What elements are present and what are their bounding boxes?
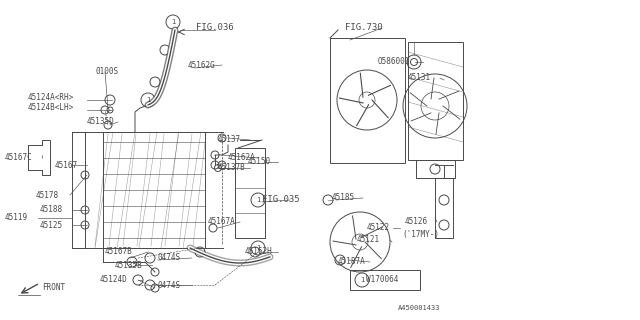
Bar	[408, 42, 463, 160]
Text: 45178: 45178	[36, 190, 59, 199]
Text: FRONT: FRONT	[42, 283, 65, 292]
Text: 1: 1	[256, 245, 260, 251]
Text: 45131: 45131	[408, 74, 431, 83]
Text: 1: 1	[146, 97, 150, 103]
Text: 45167B: 45167B	[105, 247, 132, 257]
Text: 45125: 45125	[40, 220, 63, 229]
Text: 45122: 45122	[367, 223, 390, 233]
Text: 45135B: 45135B	[115, 260, 143, 269]
Text: 45124B<LH>: 45124B<LH>	[28, 103, 74, 113]
Text: 1: 1	[256, 197, 260, 203]
Text: 45137B: 45137B	[218, 164, 246, 172]
Bar	[235, 148, 265, 238]
Text: W170064: W170064	[366, 275, 398, 284]
Text: 0100S: 0100S	[95, 68, 118, 76]
Text: 45167C: 45167C	[5, 154, 33, 163]
Text: 1: 1	[360, 277, 364, 283]
Text: O586001: O586001	[378, 58, 410, 67]
Text: 45137: 45137	[218, 135, 241, 145]
Bar	[330, 38, 405, 163]
Text: 45162H: 45162H	[245, 247, 273, 257]
Text: 45187A: 45187A	[338, 258, 365, 267]
Text: FIG.035: FIG.035	[262, 196, 300, 204]
Text: 0474S: 0474S	[158, 281, 181, 290]
Text: A450001433: A450001433	[398, 305, 440, 311]
Text: 45119: 45119	[5, 213, 28, 222]
Text: 45135D: 45135D	[87, 117, 115, 126]
Bar	[416, 160, 455, 178]
Text: 45126: 45126	[405, 218, 428, 227]
Text: ('17MY-): ('17MY-)	[402, 229, 439, 238]
Text: FIG.036: FIG.036	[196, 23, 234, 33]
Bar	[350, 270, 420, 290]
Text: 1: 1	[171, 19, 175, 25]
Text: 0474S: 0474S	[158, 253, 181, 262]
Text: 45188: 45188	[40, 205, 63, 214]
Text: 45185: 45185	[332, 194, 355, 203]
Text: 45121: 45121	[357, 236, 380, 244]
Text: 45167A: 45167A	[208, 218, 236, 227]
Bar	[435, 178, 453, 238]
Text: 45124A<RH>: 45124A<RH>	[28, 92, 74, 101]
Text: 45162G: 45162G	[188, 60, 216, 69]
Text: 45150: 45150	[248, 157, 271, 166]
Text: 45162A: 45162A	[228, 154, 256, 163]
Text: 45167: 45167	[55, 161, 78, 170]
Text: FIG.730: FIG.730	[345, 23, 383, 33]
Text: 45124D: 45124D	[100, 276, 128, 284]
